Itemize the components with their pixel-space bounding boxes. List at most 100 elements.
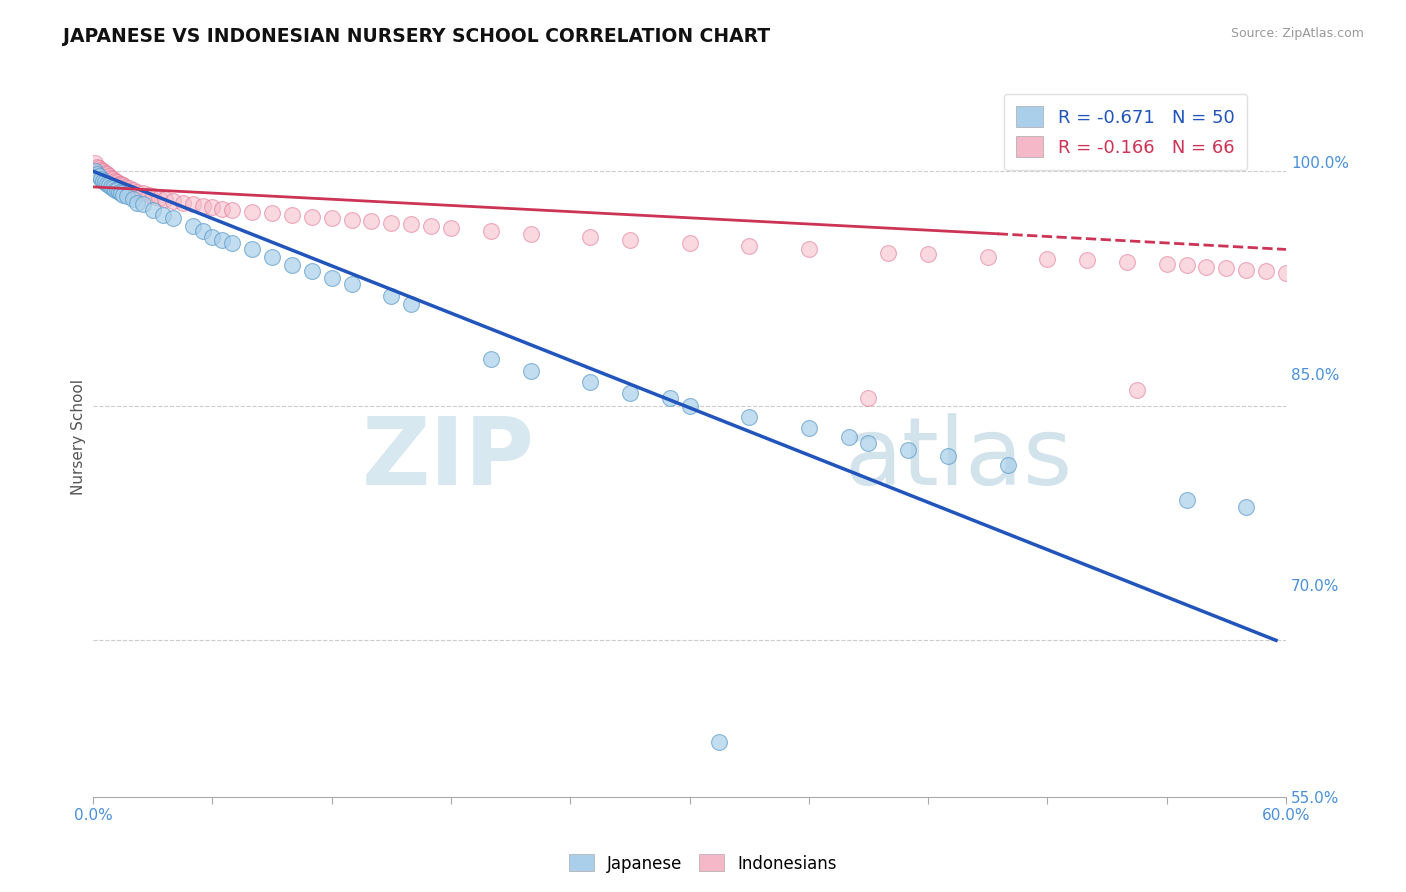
Point: [89, 161, 111, 175]
Point: [1116, 255, 1139, 269]
Point: [211, 202, 233, 216]
Point: [281, 208, 304, 222]
Point: [519, 364, 541, 378]
Point: [977, 250, 1000, 264]
Point: [1195, 260, 1218, 274]
Point: [240, 243, 263, 257]
Point: [678, 399, 700, 413]
Point: [110, 177, 132, 191]
Point: [125, 185, 148, 199]
Point: [401, 297, 423, 311]
Point: [579, 230, 602, 244]
Point: [94, 166, 117, 180]
Point: [89, 169, 111, 183]
Point: [838, 430, 860, 444]
Point: [519, 227, 541, 241]
Point: [321, 211, 343, 226]
Point: [125, 195, 148, 210]
Point: [479, 224, 502, 238]
Point: [132, 186, 155, 201]
Point: [142, 203, 165, 218]
Text: JAPANESE VS INDONESIAN NURSERY SCHOOL CORRELATION CHART: JAPANESE VS INDONESIAN NURSERY SCHOOL CO…: [63, 27, 770, 45]
Point: [221, 203, 243, 218]
Point: [917, 247, 939, 261]
Point: [132, 197, 155, 211]
Point: [84, 164, 107, 178]
Point: [94, 175, 117, 189]
Point: [401, 218, 423, 232]
Point: [619, 233, 641, 247]
Point: [1175, 258, 1198, 272]
Point: [1036, 252, 1059, 266]
Point: [340, 212, 363, 227]
Point: [162, 194, 184, 208]
Point: [281, 258, 304, 272]
Point: [678, 236, 700, 251]
Point: [1234, 500, 1257, 515]
Point: [262, 206, 284, 220]
Point: [98, 178, 121, 193]
Point: [148, 191, 170, 205]
Point: [380, 216, 402, 230]
Point: [738, 239, 761, 253]
Point: [1295, 268, 1317, 282]
Point: [658, 391, 681, 405]
Point: [96, 167, 118, 181]
Point: [114, 180, 136, 194]
Point: [105, 183, 128, 197]
Point: [110, 186, 132, 201]
Point: [301, 210, 323, 224]
Point: [201, 230, 224, 244]
Point: [1234, 262, 1257, 277]
Point: [108, 177, 131, 191]
Point: [420, 219, 443, 233]
Point: [897, 442, 920, 457]
Point: [380, 289, 402, 303]
Point: [211, 233, 233, 247]
Point: [797, 243, 820, 257]
Point: [91, 164, 114, 178]
Point: [98, 169, 121, 183]
Point: [709, 735, 731, 749]
Point: [221, 236, 243, 251]
Point: [619, 386, 641, 401]
Point: [104, 174, 127, 188]
Point: [138, 187, 160, 202]
Point: [84, 156, 107, 170]
Point: [301, 264, 323, 278]
Point: [90, 162, 112, 177]
Point: [162, 211, 184, 226]
Point: [122, 183, 145, 197]
Point: [191, 199, 214, 213]
Point: [96, 177, 118, 191]
Point: [181, 219, 204, 233]
Point: [936, 449, 959, 463]
Point: [142, 189, 165, 203]
Point: [101, 172, 124, 186]
Point: [858, 391, 880, 405]
Point: [191, 224, 214, 238]
Point: [738, 409, 761, 424]
Point: [111, 178, 134, 193]
Point: [1334, 270, 1357, 285]
Point: [118, 181, 141, 195]
Point: [108, 185, 131, 199]
Point: [360, 214, 382, 228]
Point: [100, 170, 122, 185]
Point: [1126, 383, 1149, 397]
Legend: Japanese, Indonesians: Japanese, Indonesians: [562, 847, 844, 880]
Point: [172, 195, 194, 210]
Point: [201, 200, 224, 214]
Point: [115, 189, 138, 203]
Legend: R = -0.671   N = 50, R = -0.166   N = 66: R = -0.671 N = 50, R = -0.166 N = 66: [1004, 94, 1247, 169]
Point: [86, 160, 108, 174]
Point: [1315, 268, 1337, 283]
Point: [1354, 274, 1376, 288]
Point: [90, 172, 112, 186]
Point: [1175, 492, 1198, 507]
Point: [1215, 261, 1237, 276]
Point: [579, 376, 602, 390]
Point: [86, 167, 108, 181]
Point: [101, 181, 124, 195]
Point: [181, 197, 204, 211]
